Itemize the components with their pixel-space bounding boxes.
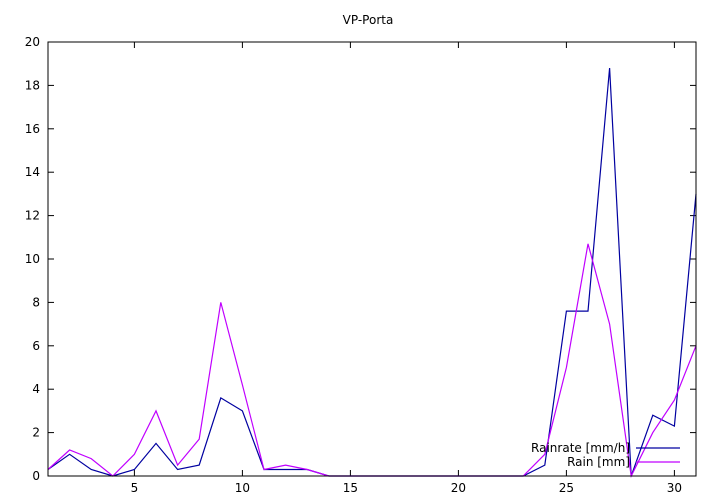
x-tick-label: 5 (131, 481, 139, 495)
plot-frame (47, 41, 697, 477)
y-tick-label: 20 (25, 35, 40, 49)
x-tick-label: 25 (559, 481, 574, 495)
y-tick-label: 18 (25, 78, 40, 92)
legend: Rainrate [mm/h]Rain [mm] (531, 441, 680, 469)
y-tick-label: 12 (25, 209, 40, 223)
y-tick-label: 8 (32, 295, 40, 309)
legend-label-2: Rain [mm] (567, 455, 630, 469)
chart-title: VP-Porta (343, 13, 394, 27)
y-tick-label: 0 (32, 469, 40, 483)
x-tick-label: 10 (235, 481, 250, 495)
y-tick-label: 14 (25, 165, 40, 179)
y-tick-label: 16 (25, 122, 40, 136)
series-line-1 (47, 67, 697, 477)
x-tick-label: 20 (451, 481, 466, 495)
y-tick-label: 10 (25, 252, 40, 266)
axis-ticks: 0 2 4 6 8 10 12 14 16 18 20 5 10 15 20 25 30 (25, 35, 696, 495)
y-tick-label: 6 (32, 339, 40, 353)
y-tick-label: 2 (32, 426, 40, 440)
y-tick-label: 4 (32, 382, 40, 396)
x-tick-label: 30 (667, 481, 682, 495)
legend-label-1: Rainrate [mm/h] (531, 441, 630, 455)
x-tick-label: 15 (343, 481, 358, 495)
series-layer (47, 67, 697, 478)
